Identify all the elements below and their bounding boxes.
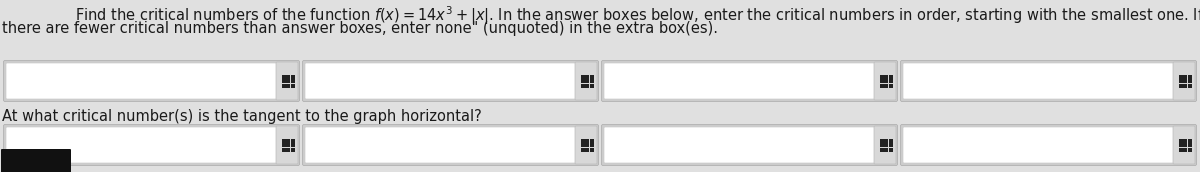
FancyBboxPatch shape [601,61,898,101]
FancyBboxPatch shape [904,127,1174,163]
Text: At what critical number(s) is the tangent to the graph horizontal?: At what critical number(s) is the tangen… [2,109,481,124]
FancyBboxPatch shape [276,126,298,164]
FancyBboxPatch shape [874,62,896,100]
FancyBboxPatch shape [1174,126,1195,164]
FancyBboxPatch shape [6,63,277,99]
FancyBboxPatch shape [1174,62,1195,100]
FancyBboxPatch shape [604,127,875,163]
FancyBboxPatch shape [900,61,1196,101]
FancyBboxPatch shape [6,127,277,163]
FancyBboxPatch shape [305,127,576,163]
FancyBboxPatch shape [900,125,1196,165]
FancyBboxPatch shape [305,63,576,99]
Text: Find the critical numbers of the function $f(x) = 14x^3 + |x|$. In the answer bo: Find the critical numbers of the functio… [74,4,1200,27]
FancyBboxPatch shape [575,62,598,100]
FancyBboxPatch shape [575,126,598,164]
FancyBboxPatch shape [276,62,298,100]
FancyBboxPatch shape [874,126,896,164]
FancyBboxPatch shape [1,149,71,172]
FancyBboxPatch shape [601,125,898,165]
FancyBboxPatch shape [302,125,599,165]
FancyBboxPatch shape [302,61,599,101]
Text: there are fewer critical numbers than answer boxes, enter none" (unquoted) in th: there are fewer critical numbers than an… [2,21,718,36]
FancyBboxPatch shape [4,61,300,101]
FancyBboxPatch shape [4,125,300,165]
FancyBboxPatch shape [904,63,1174,99]
FancyBboxPatch shape [604,63,875,99]
